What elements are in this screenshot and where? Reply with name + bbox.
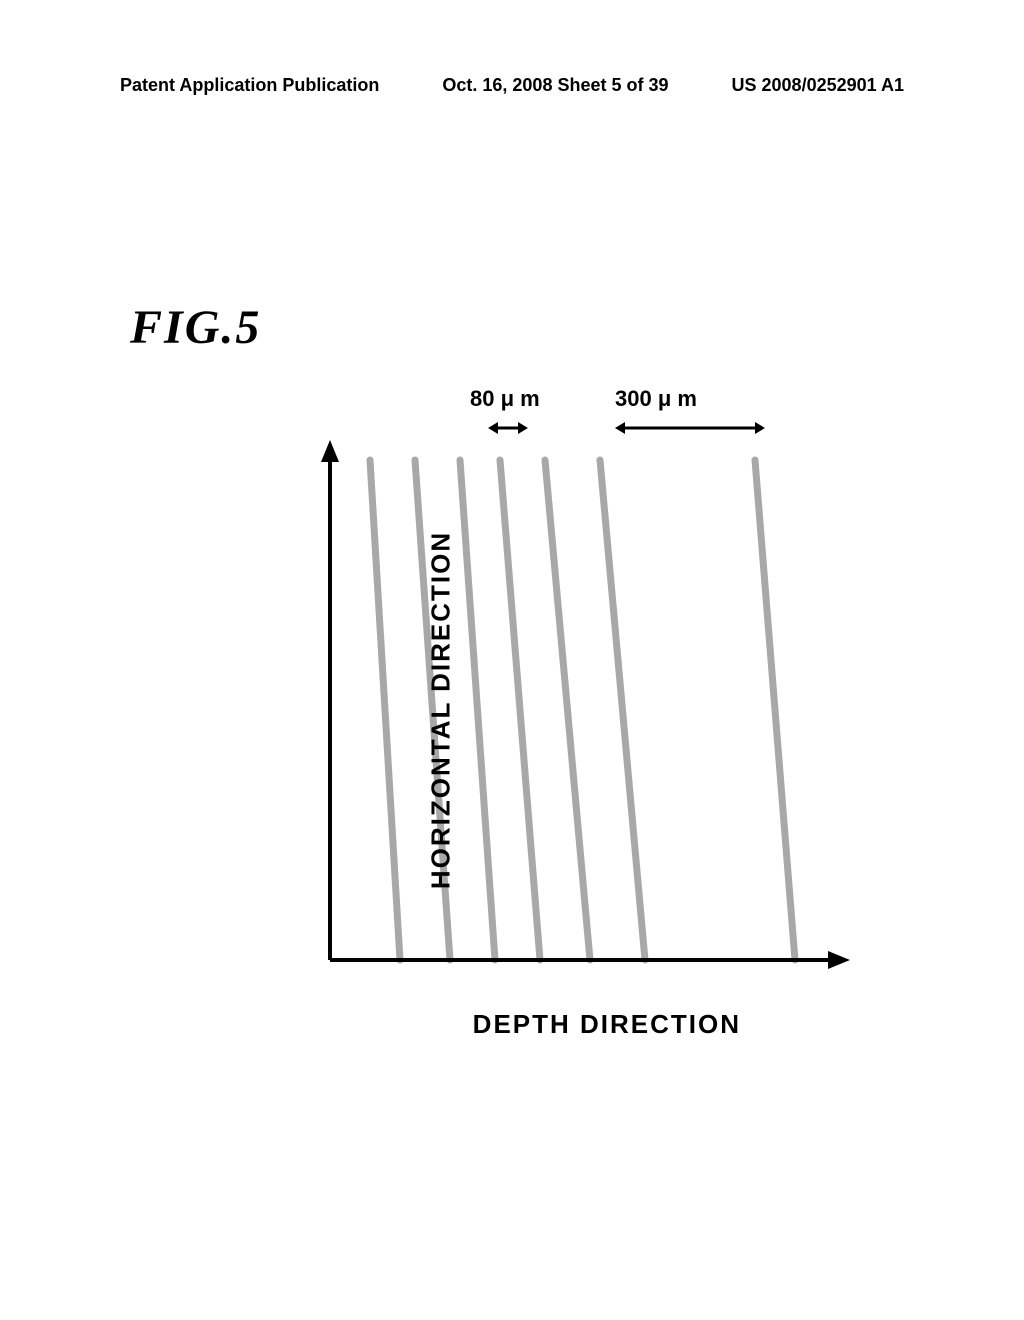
chart-container: HORIZONTAL DIRECTION 80 μ m 300 μ m DEPT…: [300, 430, 860, 990]
header-left: Patent Application Publication: [120, 75, 379, 96]
measurement-annotation-80um: 80 μ m: [470, 386, 540, 432]
figure-label: FIG.5: [130, 300, 261, 355]
header-center: Oct. 16, 2008 Sheet 5 of 39: [442, 75, 668, 96]
y-axis-label: HORIZONTAL DIRECTION: [426, 531, 457, 889]
annotation-text: 300 μ m: [615, 386, 697, 411]
x-axis-label: DEPTH DIRECTION: [473, 1009, 741, 1040]
annotation-arrow: [615, 416, 769, 432]
annotation-text: 80 μ m: [470, 386, 540, 411]
chart-svg: [300, 430, 860, 990]
annotation-arrow: [470, 416, 540, 432]
page-header: Patent Application Publication Oct. 16, …: [0, 75, 1024, 96]
measurement-annotation-300um: 300 μ m: [615, 386, 769, 432]
header-right: US 2008/0252901 A1: [732, 75, 904, 96]
